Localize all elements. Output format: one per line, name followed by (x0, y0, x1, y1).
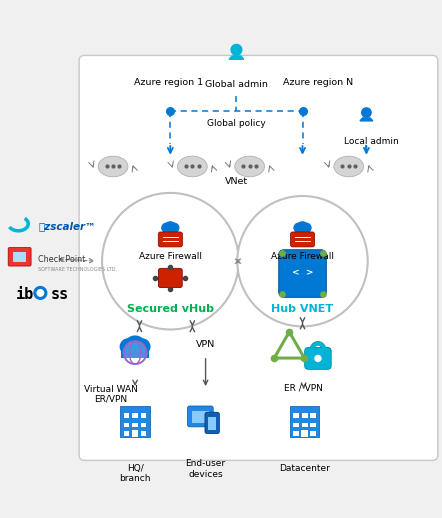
Text: Azure region N: Azure region N (283, 78, 353, 87)
Circle shape (162, 223, 171, 232)
Circle shape (134, 339, 150, 354)
Bar (302, 413, 308, 418)
Text: ss: ss (50, 287, 69, 302)
FancyBboxPatch shape (187, 406, 213, 427)
Bar (310, 423, 316, 427)
Text: Global policy: Global policy (207, 119, 266, 128)
FancyBboxPatch shape (158, 268, 182, 287)
Polygon shape (360, 118, 373, 121)
Bar (192, 411, 209, 423)
FancyBboxPatch shape (305, 348, 331, 369)
Text: Hub VNET: Hub VNET (271, 304, 334, 314)
Bar (293, 413, 299, 418)
Bar (293, 423, 299, 427)
Circle shape (170, 223, 179, 232)
Bar (310, 431, 316, 436)
Polygon shape (229, 56, 244, 59)
Circle shape (102, 193, 239, 329)
Circle shape (164, 222, 176, 234)
Circle shape (237, 196, 368, 326)
FancyBboxPatch shape (8, 248, 31, 266)
Bar (302, 431, 308, 436)
Bar (141, 431, 146, 436)
Circle shape (297, 222, 309, 234)
Bar (122, 346, 149, 358)
Text: End-user
devices: End-user devices (186, 459, 226, 479)
Text: Virtual WAN
ER/VPN: Virtual WAN ER/VPN (84, 384, 138, 404)
FancyBboxPatch shape (279, 250, 326, 297)
Text: Check Point: Check Point (38, 254, 85, 264)
Text: Local admin: Local admin (344, 137, 399, 146)
Text: HQ/
branch: HQ/ branch (119, 464, 151, 483)
Ellipse shape (178, 156, 207, 177)
Text: <  >: < > (292, 268, 313, 277)
Text: VNet: VNet (225, 177, 248, 186)
Circle shape (125, 336, 146, 357)
Ellipse shape (235, 156, 264, 177)
Bar (163, 227, 178, 235)
Text: ib: ib (16, 287, 34, 302)
Circle shape (231, 45, 242, 55)
FancyBboxPatch shape (158, 232, 183, 247)
Bar (310, 413, 316, 418)
Text: SOFTWARE TECHNOLOGIES LTD.: SOFTWARE TECHNOLOGIES LTD. (38, 267, 117, 271)
FancyBboxPatch shape (290, 232, 315, 247)
Text: Secured vHub: Secured vHub (127, 304, 214, 314)
Text: Global admin: Global admin (205, 80, 268, 89)
Text: ⓩzscaler™: ⓩzscaler™ (38, 221, 95, 231)
Text: ER / VPN: ER / VPN (284, 384, 323, 393)
Ellipse shape (334, 156, 364, 177)
FancyBboxPatch shape (121, 406, 150, 437)
Circle shape (36, 289, 44, 297)
Bar (124, 423, 130, 427)
Text: Azure Firewall: Azure Firewall (271, 252, 334, 262)
Bar (12, 252, 26, 262)
Circle shape (294, 223, 303, 232)
Bar (132, 431, 138, 436)
Bar (293, 431, 299, 436)
Bar (295, 227, 310, 235)
Circle shape (120, 339, 136, 354)
Bar (141, 413, 146, 418)
Circle shape (314, 355, 322, 362)
Circle shape (33, 286, 47, 300)
FancyBboxPatch shape (205, 412, 219, 434)
Circle shape (362, 108, 371, 117)
Text: Datacenter: Datacenter (279, 464, 330, 473)
Bar (301, 430, 308, 437)
Bar (302, 423, 308, 427)
Text: VPN: VPN (196, 340, 215, 350)
Bar (132, 430, 138, 437)
Bar (124, 431, 130, 436)
FancyBboxPatch shape (79, 55, 438, 461)
Text: Azure Firewall: Azure Firewall (139, 252, 202, 262)
Bar (132, 413, 138, 418)
Bar (132, 423, 138, 427)
Ellipse shape (98, 156, 128, 177)
Circle shape (302, 223, 311, 232)
FancyBboxPatch shape (290, 406, 319, 437)
Bar (208, 417, 216, 429)
Circle shape (124, 341, 147, 364)
Bar (124, 413, 130, 418)
Text: Azure region 1: Azure region 1 (133, 78, 203, 87)
Bar (141, 423, 146, 427)
